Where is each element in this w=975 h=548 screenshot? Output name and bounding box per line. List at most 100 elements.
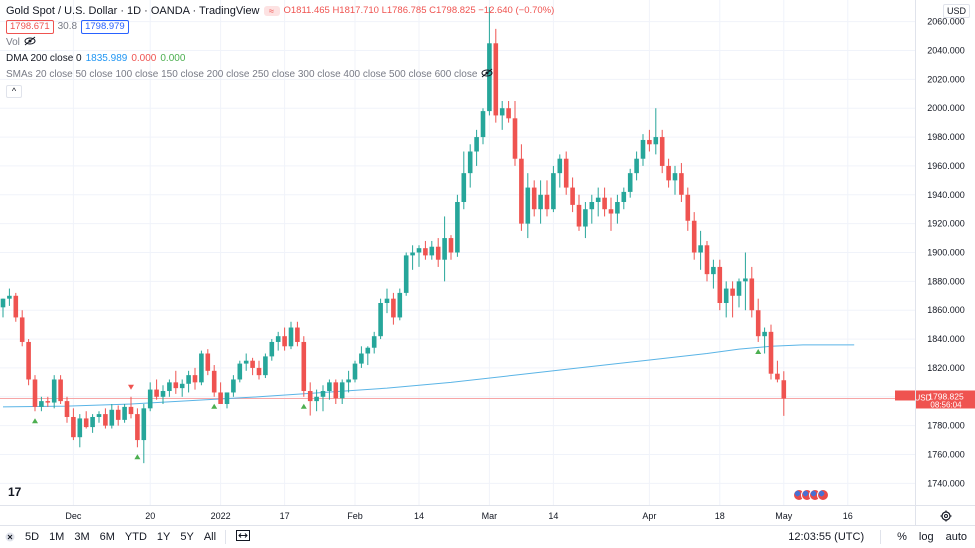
percent-toggle[interactable]: %: [897, 531, 907, 543]
candle[interactable]: [103, 408, 108, 429]
candle[interactable]: [723, 281, 729, 318]
candle[interactable]: [621, 187, 627, 210]
candle[interactable]: [333, 379, 339, 404]
candle[interactable]: [352, 360, 358, 383]
candle[interactable]: [653, 108, 659, 155]
candle[interactable]: [480, 108, 486, 145]
candle[interactable]: [474, 129, 479, 166]
candle[interactable]: [570, 177, 575, 213]
candle[interactable]: [538, 180, 543, 224]
candle[interactable]: [557, 154, 563, 188]
candle[interactable]: [83, 411, 89, 429]
timeframe-button[interactable]: 3M: [74, 531, 90, 543]
candle[interactable]: [288, 321, 294, 350]
candle[interactable]: [346, 370, 351, 393]
candle[interactable]: [775, 360, 780, 383]
chart-pane[interactable]: Gold Spot / U.S. Dollar · 1D · OANDA · T…: [0, 0, 932, 505]
candle[interactable]: [115, 405, 121, 426]
candle[interactable]: [71, 408, 76, 441]
candle[interactable]: [602, 187, 607, 217]
candle[interactable]: [391, 292, 396, 325]
candle[interactable]: [423, 240, 428, 260]
log-toggle[interactable]: log: [918, 531, 934, 543]
hide-series-icon[interactable]: ≈: [263, 6, 280, 16]
candle[interactable]: [371, 331, 377, 354]
candle[interactable]: [147, 382, 153, 412]
utc-clock[interactable]: 12:03:55 (UTC): [788, 531, 865, 543]
candle[interactable]: [563, 151, 569, 195]
candle[interactable]: [448, 235, 454, 260]
candle[interactable]: [435, 238, 441, 267]
candle[interactable]: [77, 414, 83, 448]
sma-indicator-label[interactable]: SMAs 20 close 50 close 100 close 150 clo…: [6, 69, 478, 80]
candle[interactable]: [429, 240, 435, 260]
candle[interactable]: [589, 194, 595, 224]
candle[interactable]: [263, 353, 268, 379]
candle[interactable]: [314, 389, 319, 412]
candle[interactable]: [493, 28, 499, 123]
candle[interactable]: [525, 173, 531, 239]
buy-price-button[interactable]: 1798.979: [81, 20, 129, 34]
candle[interactable]: [659, 129, 665, 174]
candlestick-chart[interactable]: [0, 0, 932, 505]
candle[interactable]: [685, 187, 691, 231]
candle[interactable]: [250, 357, 255, 376]
symbol-title[interactable]: Gold Spot / U.S. Dollar · 1D · OANDA · T…: [6, 5, 260, 17]
candle[interactable]: [672, 165, 678, 195]
candle[interactable]: [640, 134, 646, 166]
candle[interactable]: [7, 288, 12, 306]
candle[interactable]: [397, 288, 403, 321]
candle[interactable]: [704, 240, 710, 282]
candle[interactable]: [320, 385, 326, 412]
collapse-legend-button[interactable]: ^: [6, 84, 22, 98]
candle[interactable]: [32, 375, 38, 412]
candle[interactable]: [327, 379, 332, 400]
price-axis[interactable]: 2060.000 2040.000 2020.000 2000.000 1980.000…: [898, 0, 975, 505]
candle[interactable]: [583, 202, 588, 239]
candle[interactable]: [179, 379, 185, 397]
candle[interactable]: [519, 144, 524, 231]
candle[interactable]: [26, 339, 31, 386]
eye-hidden-icon[interactable]: [481, 68, 493, 83]
time-axis[interactable]: Dec20202217Feb14Mar14Apr18May16Jun: [0, 505, 938, 525]
candle[interactable]: [218, 382, 223, 404]
candle[interactable]: [339, 379, 345, 404]
candle[interactable]: [410, 245, 415, 270]
candle[interactable]: [96, 411, 102, 423]
timeframe-button[interactable]: 5Y: [180, 531, 194, 543]
candle[interactable]: [205, 349, 211, 376]
candle[interactable]: [64, 396, 70, 423]
candle[interactable]: [416, 245, 422, 267]
candle[interactable]: [199, 350, 204, 386]
events-icon[interactable]: [793, 489, 829, 501]
timeframe-button[interactable]: YTD: [124, 531, 147, 543]
candle[interactable]: [192, 367, 198, 390]
candle[interactable]: [237, 360, 243, 383]
candle[interactable]: [736, 278, 742, 308]
candle[interactable]: [627, 168, 633, 198]
candle[interactable]: [781, 371, 787, 416]
candle[interactable]: [0, 298, 6, 318]
candle[interactable]: [743, 252, 748, 311]
candle[interactable]: [730, 281, 735, 318]
candle[interactable]: [19, 310, 25, 347]
volume-label[interactable]: Vol: [6, 37, 20, 48]
candle[interactable]: [39, 396, 44, 412]
tradingview-logo[interactable]: 17: [8, 485, 22, 499]
eye-hidden-icon[interactable]: [24, 36, 36, 51]
timeframe-button[interactable]: All: [203, 531, 217, 543]
candle[interactable]: [467, 144, 473, 188]
candle[interactable]: [531, 180, 537, 217]
candle[interactable]: [231, 375, 236, 397]
candle[interactable]: [13, 292, 19, 322]
candle[interactable]: [141, 404, 147, 464]
candle[interactable]: [755, 298, 761, 342]
candle[interactable]: [634, 151, 639, 181]
candle[interactable]: [544, 180, 550, 217]
candle[interactable]: [365, 346, 371, 366]
candle[interactable]: [224, 392, 230, 409]
candle[interactable]: [506, 101, 511, 123]
candle[interactable]: [90, 414, 95, 433]
candle[interactable]: [45, 396, 51, 407]
candle[interactable]: [384, 288, 390, 314]
